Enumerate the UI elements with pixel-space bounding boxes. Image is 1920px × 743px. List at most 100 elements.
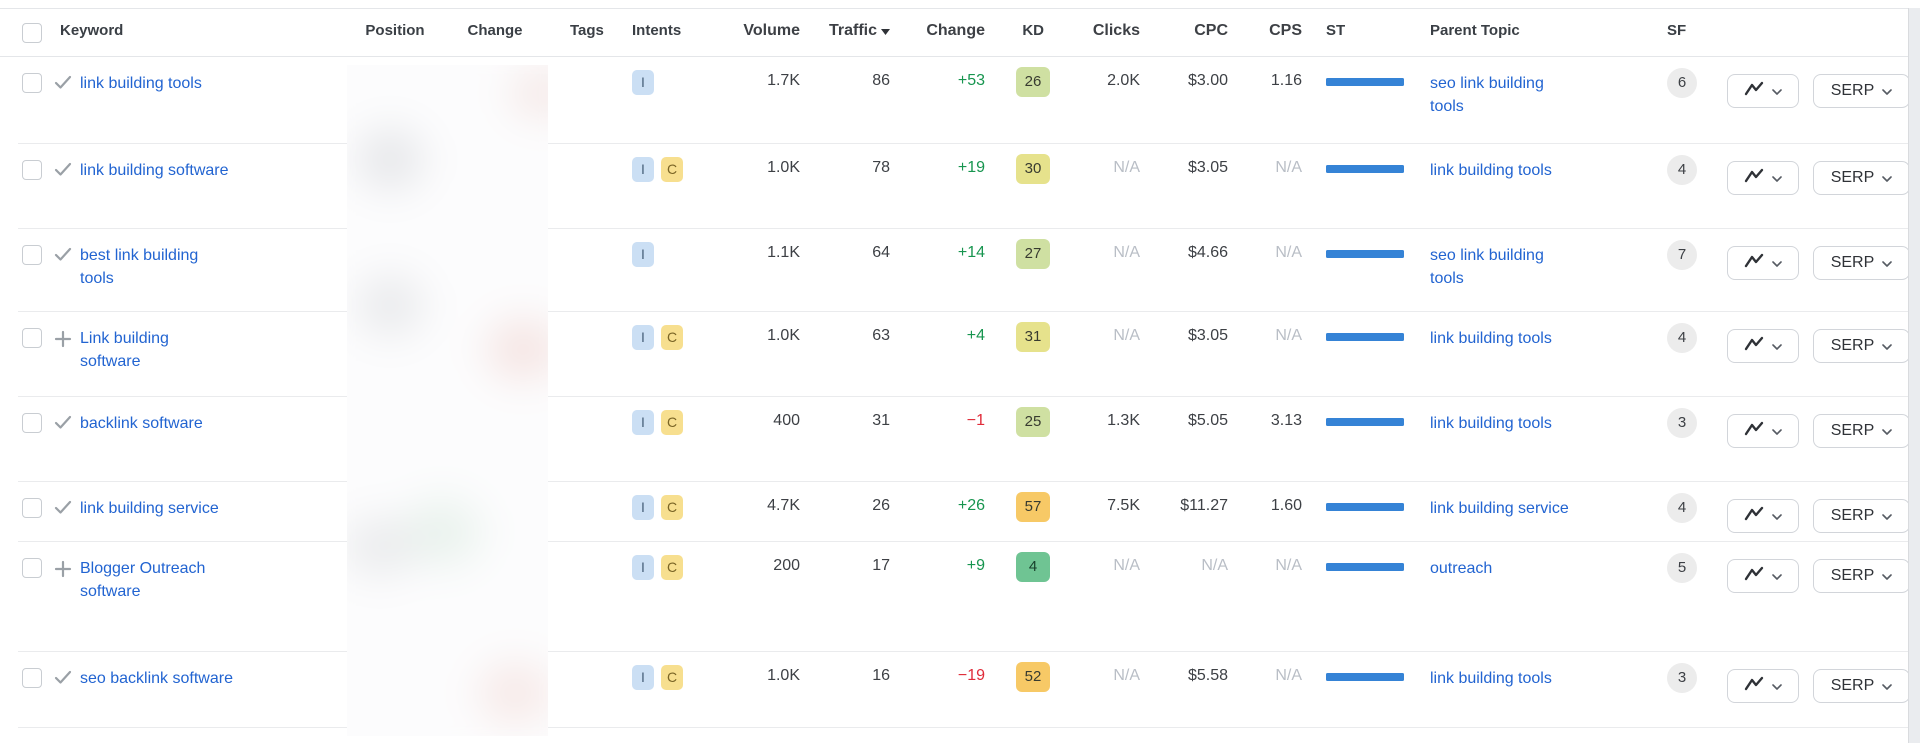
- serp-cell: SERP: [1811, 244, 1920, 280]
- column-header-position[interactable]: Position: [365, 22, 425, 39]
- column-header-keyword[interactable]: Keyword: [60, 22, 124, 39]
- serp-button[interactable]: SERP: [1813, 74, 1910, 108]
- parent-topic-link[interactable]: link building tools: [1430, 330, 1552, 347]
- traffic-cell: 78: [872, 159, 890, 176]
- parent-topic-cell: link building service: [1426, 497, 1661, 520]
- serp-button[interactable]: SERP: [1813, 414, 1910, 448]
- parent-topic-link[interactable]: seo link building tools: [1430, 247, 1544, 287]
- parent-topic-link[interactable]: link building tools: [1430, 162, 1552, 179]
- keyword-status-cell: [48, 557, 78, 583]
- keyword-link[interactable]: seo backlink software: [80, 670, 233, 687]
- chart-cell: [1723, 497, 1811, 533]
- keyword-cell: best link building tools: [78, 244, 345, 290]
- select-all-checkbox[interactable]: [22, 23, 42, 43]
- column-header-cpc[interactable]: CPC: [1194, 22, 1228, 39]
- column-header-position-change[interactable]: Change: [467, 22, 523, 39]
- chevron-down-icon: [1772, 254, 1782, 272]
- keyword-link[interactable]: backlink software: [80, 415, 203, 432]
- row-checkbox[interactable]: [22, 558, 42, 578]
- parent-topic-link[interactable]: link building service: [1430, 500, 1569, 517]
- column-header-tags[interactable]: Tags: [570, 22, 604, 39]
- st-bar: [1326, 418, 1404, 426]
- kd-badge: 27: [1016, 239, 1050, 269]
- traffic-change-cell: +14: [957, 244, 985, 261]
- sf-cell: 4: [1661, 493, 1723, 523]
- sf-cell: 5: [1661, 553, 1723, 583]
- keyword-status-cell: [48, 667, 78, 690]
- keyword-link[interactable]: Link building software: [80, 330, 169, 370]
- table-row: best link building tools I 1.1K 64 +14 27 N/A $…: [0, 229, 1920, 312]
- serp-button[interactable]: SERP: [1813, 669, 1910, 703]
- serp-button[interactable]: SERP: [1813, 559, 1910, 593]
- column-header-cps[interactable]: CPS: [1269, 22, 1302, 39]
- position-history-button[interactable]: [1727, 669, 1799, 703]
- cpc-cell: $3.00: [1187, 72, 1228, 89]
- position-history-button[interactable]: [1727, 499, 1799, 533]
- column-header-parent-topic[interactable]: Parent Topic: [1430, 22, 1520, 39]
- row-select-cell: [0, 667, 48, 693]
- position-history-button[interactable]: [1727, 74, 1799, 108]
- keyword-status-cell: [48, 159, 78, 182]
- scrollbar-track[interactable]: [1908, 8, 1920, 743]
- row-checkbox[interactable]: [22, 498, 42, 518]
- keyword-link[interactable]: best link building tools: [80, 247, 199, 287]
- chevron-down-icon: [1882, 337, 1893, 355]
- serp-button[interactable]: SERP: [1813, 161, 1910, 195]
- serp-button[interactable]: SERP: [1813, 499, 1910, 533]
- st-cell: [1302, 557, 1426, 576]
- parent-topic-link[interactable]: outreach: [1430, 560, 1493, 577]
- column-header-sf[interactable]: SF: [1667, 22, 1687, 39]
- keyword-status-cell: [48, 327, 78, 353]
- row-checkbox[interactable]: [22, 160, 42, 180]
- keyword-link[interactable]: Blogger Outreach software: [80, 560, 206, 600]
- keyword-link[interactable]: link building tools: [80, 75, 202, 92]
- column-header-traffic[interactable]: Traffic: [800, 22, 890, 40]
- cpc-cell: $11.27: [1180, 497, 1228, 514]
- position-history-button[interactable]: [1727, 559, 1799, 593]
- row-checkbox[interactable]: [22, 668, 42, 688]
- table-row: backlink software I C 400 31 −1 25 1.3K $5.05 3.1…: [0, 397, 1920, 482]
- position-history-button[interactable]: [1727, 246, 1799, 280]
- parent-topic-cell: outreach: [1426, 557, 1661, 580]
- table-row: Link building software I C 1.0K 63 +4 31 N/A $3.…: [0, 312, 1920, 397]
- traffic-cell: 64: [872, 244, 890, 261]
- row-checkbox[interactable]: [22, 73, 42, 93]
- serp-button[interactable]: SERP: [1813, 246, 1910, 280]
- clicks-cell: 7.5K: [1107, 497, 1140, 514]
- column-header-kd[interactable]: KD: [1022, 22, 1044, 39]
- intent-badge-informational: I: [632, 325, 654, 350]
- volume-cell: 1.0K: [767, 327, 800, 344]
- sparkline-icon: [1744, 566, 1764, 587]
- kd-cell: 52: [985, 662, 1052, 692]
- intent-badge-informational: I: [632, 410, 654, 435]
- intent-badge-informational: I: [632, 665, 654, 690]
- column-header-st[interactable]: ST: [1326, 22, 1346, 39]
- cpc-cell: $5.05: [1187, 412, 1228, 429]
- keyword-cell: backlink software: [78, 412, 345, 435]
- column-header-traffic-change[interactable]: Change: [926, 22, 985, 39]
- row-checkbox[interactable]: [22, 413, 42, 433]
- column-header-intents[interactable]: Intents: [632, 22, 682, 39]
- row-select-cell: [0, 497, 48, 523]
- row-checkbox[interactable]: [22, 245, 42, 265]
- keyword-cell: link building software: [78, 159, 345, 182]
- parent-topic-link[interactable]: link building tools: [1430, 415, 1552, 432]
- keyword-link[interactable]: link building software: [80, 162, 229, 179]
- kd-badge: 30: [1016, 154, 1050, 184]
- keyword-link[interactable]: link building service: [80, 500, 219, 517]
- column-header-clicks[interactable]: Clicks: [1092, 22, 1140, 39]
- serp-button[interactable]: SERP: [1813, 329, 1910, 363]
- position-history-button[interactable]: [1727, 414, 1799, 448]
- parent-topic-link[interactable]: link building tools: [1430, 670, 1552, 687]
- sparkline-icon: [1744, 253, 1764, 274]
- position-history-button[interactable]: [1727, 161, 1799, 195]
- volume-cell: 400: [773, 412, 800, 429]
- row-checkbox[interactable]: [22, 328, 42, 348]
- position-history-button[interactable]: [1727, 329, 1799, 363]
- column-header-volume[interactable]: Volume: [743, 22, 800, 39]
- parent-topic-link[interactable]: seo link building tools: [1430, 75, 1544, 115]
- traffic-cell: 86: [872, 72, 890, 89]
- chevron-down-icon: [1882, 567, 1893, 585]
